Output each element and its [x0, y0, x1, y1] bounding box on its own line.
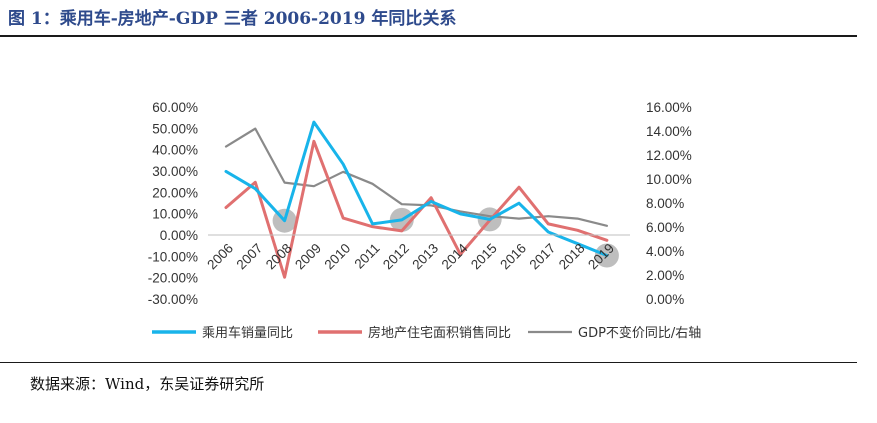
y-left-tick-label: -10.00%	[148, 249, 198, 264]
y-right-tick-label: 12.00%	[646, 148, 692, 163]
x-tick-label: 2015	[468, 241, 500, 273]
y-axis-left: 60.00% 50.00% 40.00% 30.00% 20.00% 10.00% 0.00…	[148, 100, 198, 307]
source-note: 数据来源：Wind，东吴证券研究所	[30, 375, 265, 393]
y-left-tick-label: 30.00%	[152, 164, 198, 179]
y-right-tick-label: 8.00%	[646, 196, 684, 211]
x-tick-label: 2011	[351, 241, 382, 272]
x-tick-label: 2009	[292, 241, 324, 273]
legend-label: 房地产住宅面积销售同比	[368, 325, 511, 341]
y-right-tick-label: 4.00%	[646, 244, 684, 259]
legend-label: 乘用车销量同比	[202, 325, 293, 341]
y-right-tick-label: 14.00%	[646, 124, 692, 139]
x-tick-label: 2007	[234, 241, 266, 273]
legend-label: GDP不变价同比/右轴	[578, 325, 701, 341]
x-tick-label: 2006	[204, 241, 236, 273]
x-tick-label: 2014	[439, 240, 471, 272]
y-right-tick-label: 0.00%	[646, 292, 684, 307]
y-axis-right: 16.00% 14.00% 12.00% 10.00% 8.00% 6.00% 4.00% 2…	[646, 100, 692, 307]
top-rule	[0, 35, 857, 37]
x-tick-label: 2010	[321, 241, 353, 273]
x-tick-label: 2016	[497, 241, 529, 273]
y-left-tick-label: 10.00%	[152, 207, 198, 222]
y-left-tick-label: -30.00%	[148, 292, 198, 307]
series-line	[224, 120, 609, 257]
y-left-tick-label: -20.00%	[148, 271, 198, 286]
y-right-tick-label: 16.00%	[646, 100, 692, 115]
series-line	[224, 139, 609, 279]
y-left-tick-label: 20.00%	[152, 185, 198, 200]
x-tick-label: 2017	[527, 241, 559, 273]
y-left-tick-label: 0.00%	[160, 228, 198, 243]
y-right-tick-label: 2.00%	[646, 268, 684, 283]
legend: 乘用车销量同比 房地产住宅面积销售同比 GDP不变价同比/右轴	[152, 325, 701, 341]
bottom-rule	[0, 362, 857, 363]
x-tick-label: 2012	[380, 241, 412, 273]
figure-title: 图 1：乘用车-房地产-GDP 三者 2006-2019 年同比关系	[8, 9, 457, 29]
y-left-tick-label: 40.00%	[152, 143, 198, 158]
x-tick-label: 2013	[409, 241, 441, 273]
y-left-tick-label: 60.00%	[152, 100, 198, 115]
chart: 60.00% 50.00% 40.00% 30.00% 20.00% 10.00% 0.00…	[148, 100, 702, 341]
y-right-tick-label: 10.00%	[646, 172, 692, 187]
y-left-tick-label: 50.00%	[152, 121, 198, 136]
series-lines	[224, 120, 609, 279]
y-right-tick-label: 6.00%	[646, 220, 684, 235]
